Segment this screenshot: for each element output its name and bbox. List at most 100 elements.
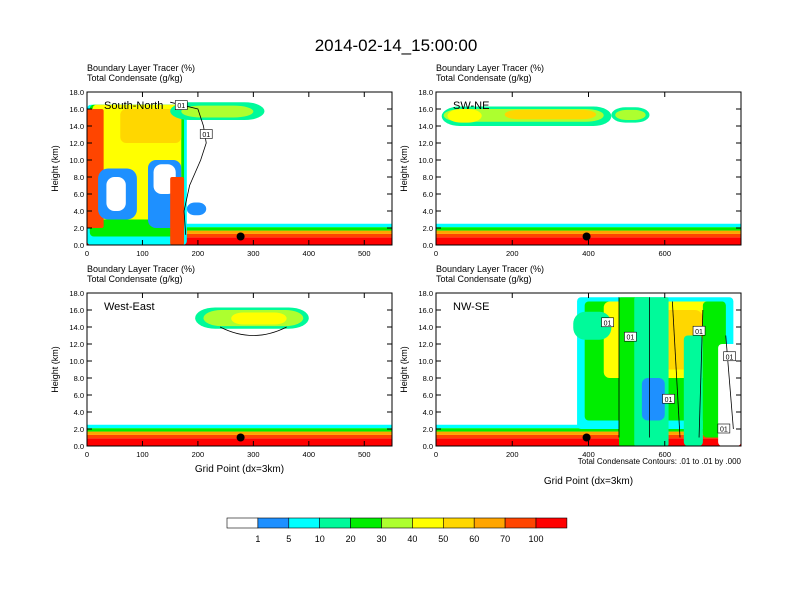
- x-axis-label: Grid Point (dx=3km): [195, 464, 284, 475]
- tracer-region: [504, 109, 597, 120]
- colorbar-swatch: [412, 517, 444, 529]
- y-tick-label: 16.0: [418, 306, 433, 315]
- y-tick-label: 6.0: [423, 190, 433, 199]
- contour-label: 01: [726, 354, 734, 361]
- surface-tracer-band: [436, 223, 741, 228]
- panel-title-tracer: Boundary Layer Tracer (%): [87, 63, 195, 73]
- station-marker: [236, 232, 245, 241]
- contour-label: 01: [720, 427, 728, 434]
- y-tick-label: 18.0: [69, 289, 84, 298]
- surface-tracer-band: [87, 438, 392, 446]
- y-tick-label: 0.0: [423, 241, 433, 250]
- x-tick-label: 0: [434, 249, 438, 258]
- x-tick-label: 200: [506, 249, 519, 258]
- surface-tracer-band: [87, 424, 392, 429]
- panel-title-condensate: Total Condensate (g/kg): [436, 73, 532, 83]
- colorbar-label: 40: [407, 534, 417, 544]
- colorbar-label: 30: [376, 534, 386, 544]
- y-tick-label: 12.0: [69, 139, 84, 148]
- colorbar-swatch: [504, 517, 537, 529]
- plot-area: [87, 101, 392, 245]
- plot-area: [87, 307, 392, 446]
- y-tick-label: 8.0: [74, 374, 84, 383]
- panel-title-condensate: Total Condensate (g/kg): [436, 274, 532, 284]
- colorbar-label: 1: [255, 534, 260, 544]
- contour-label: 01: [627, 335, 635, 342]
- surface-tracer-band: [436, 227, 741, 231]
- y-tick-label: 0.0: [423, 442, 433, 451]
- surface-tracer-band: [87, 431, 392, 435]
- contour-label-box: [601, 317, 614, 328]
- contour-label-box: [692, 325, 706, 336]
- x-tick-label: 500: [358, 249, 371, 258]
- colorbar-swatch: [381, 517, 413, 529]
- contour-label-box: [199, 129, 213, 139]
- contour-label: 01: [202, 132, 210, 139]
- y-tick-label: 12.0: [418, 139, 433, 148]
- station-marker: [582, 433, 591, 442]
- condensate-contour: [170, 101, 207, 235]
- x-tick-label: 100: [136, 450, 149, 459]
- station-marker: [236, 433, 245, 442]
- panel-title-condensate: Total Condensate (g/kg): [87, 274, 183, 284]
- surface-tracer-band: [87, 230, 392, 234]
- y-tick-label: 10.0: [69, 156, 84, 165]
- contour-label-box: [624, 331, 637, 342]
- surface-tracer-band: [436, 428, 741, 432]
- x-tick-label: 100: [136, 249, 149, 258]
- colorbar-swatch: [350, 517, 382, 529]
- x-tick-label: 600: [658, 450, 671, 459]
- figure-title: 2014-02-14_15:00:00: [315, 36, 478, 55]
- x-tick-label: 300: [247, 450, 260, 459]
- panel-title-tracer: Boundary Layer Tracer (%): [436, 264, 544, 274]
- x-tick-label: 400: [303, 249, 316, 258]
- y-tick-label: 16.0: [418, 105, 433, 114]
- plot-frame: [86, 292, 393, 447]
- contour-label-box: [174, 100, 188, 110]
- tracer-region: [615, 109, 646, 121]
- contour-label: 01: [695, 329, 703, 336]
- y-tick-label: 4.0: [423, 207, 433, 216]
- tracer-region: [120, 109, 182, 143]
- panel-title-tracer: Boundary Layer Tracer (%): [87, 264, 195, 274]
- x-tick-label: 0: [434, 450, 438, 459]
- y-tick-label: 2.0: [74, 425, 84, 434]
- y-tick-label: 10.0: [418, 156, 433, 165]
- tracer-region: [170, 177, 185, 245]
- y-tick-label: 4.0: [74, 207, 84, 216]
- condensate-contour: [671, 301, 681, 438]
- tracer-region: [231, 312, 287, 325]
- y-tick-label: 6.0: [74, 391, 84, 400]
- condensate-contour: [219, 326, 287, 336]
- x-tick-label: 200: [192, 450, 205, 459]
- y-tick-label: 6.0: [74, 190, 84, 199]
- y-tick-label: 18.0: [69, 88, 84, 97]
- colorbar-swatch: [226, 517, 259, 529]
- y-tick-label: 8.0: [74, 173, 84, 182]
- plot-frame: [86, 91, 393, 246]
- x-tick-label: 600: [658, 249, 671, 258]
- panel-label: South-North: [104, 100, 163, 112]
- colorbar-swatch: [257, 517, 290, 529]
- y-axis-label: Height (km): [50, 346, 60, 393]
- contour-label-box: [662, 393, 675, 404]
- surface-tracer-band: [87, 428, 392, 432]
- panel-south-north: Boundary Layer Tracer (%)Total Condensat…: [50, 63, 393, 258]
- y-tick-label: 6.0: [423, 391, 433, 400]
- surface-tracer-band: [87, 227, 392, 231]
- y-tick-label: 10.0: [69, 357, 84, 366]
- y-tick-label: 14.0: [418, 122, 433, 131]
- x-tick-label: 500: [358, 450, 371, 459]
- colorbar-swatch: [288, 517, 320, 529]
- y-tick-label: 0.0: [74, 442, 84, 451]
- colorbar-legend: 1 5 10 20 30 40 50 60 70 100: [226, 517, 568, 544]
- tracer-region: [447, 109, 482, 123]
- tracer-region: [718, 344, 741, 446]
- y-tick-label: 2.0: [423, 425, 433, 434]
- tracer-region: [683, 335, 703, 446]
- condensate-contour: [725, 335, 734, 430]
- y-tick-label: 16.0: [69, 105, 84, 114]
- y-tick-label: 14.0: [69, 122, 84, 131]
- station-marker: [582, 232, 591, 241]
